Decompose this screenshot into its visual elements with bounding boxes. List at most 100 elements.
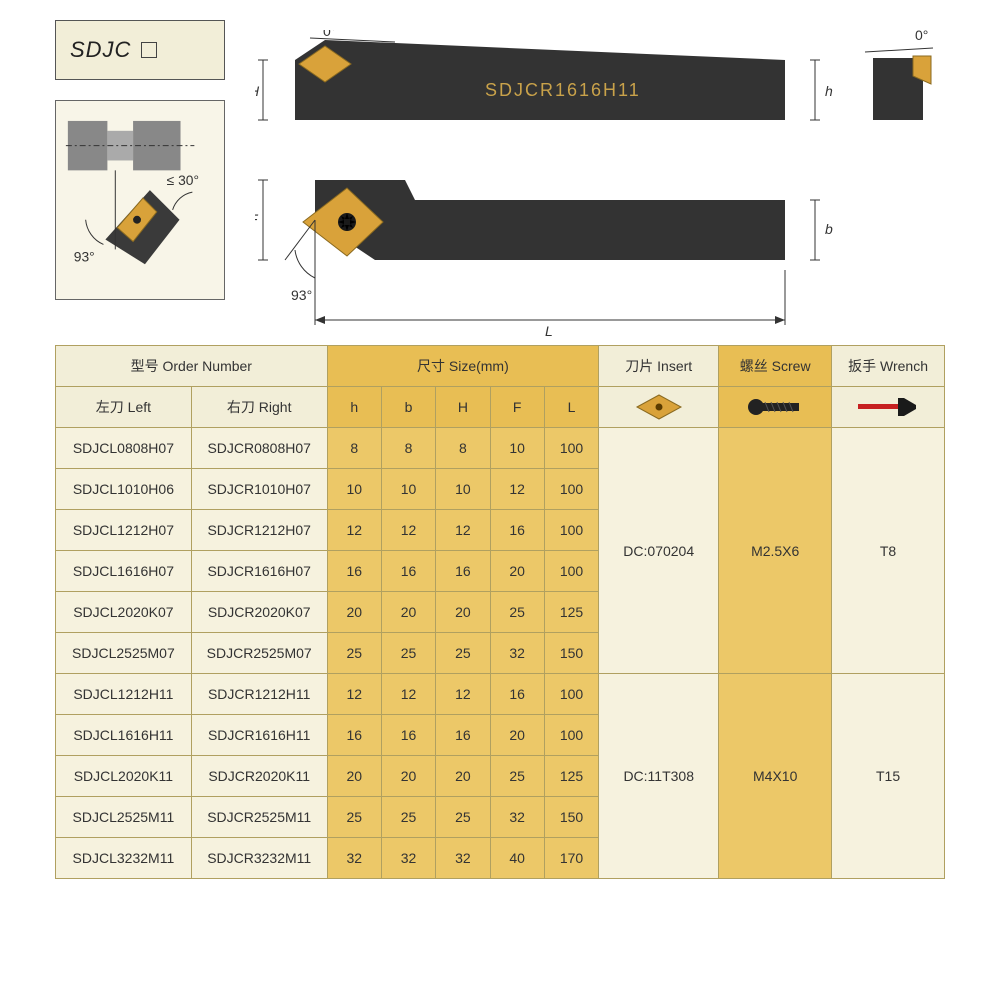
hdr-wrench-icon bbox=[832, 387, 945, 428]
dim-h: h bbox=[825, 83, 833, 99]
hdr-L: L bbox=[544, 387, 598, 428]
table-cell: 25 bbox=[327, 797, 381, 838]
table-cell: 32 bbox=[327, 838, 381, 879]
diagram-area: SDJC 93° ≤ 30° H bbox=[55, 20, 945, 340]
dim-F: F bbox=[255, 211, 259, 227]
table-cell: SDJCL2525M11 bbox=[56, 797, 192, 838]
table-cell: 100 bbox=[544, 551, 598, 592]
table-cell: 100 bbox=[544, 674, 598, 715]
hdr-size: 尺寸 Size(mm) bbox=[327, 346, 599, 387]
table-cell: 8 bbox=[327, 428, 381, 469]
table-cell: 125 bbox=[544, 756, 598, 797]
hdr-wrench: 扳手 Wrench bbox=[832, 346, 945, 387]
screw-icon bbox=[747, 396, 803, 418]
table-cell: 32 bbox=[490, 797, 544, 838]
table-cell: 16 bbox=[327, 715, 381, 756]
table-cell: 32 bbox=[381, 838, 435, 879]
table-cell: 12 bbox=[381, 510, 435, 551]
product-title-box: SDJC bbox=[55, 20, 225, 80]
table-cell: 40 bbox=[490, 838, 544, 879]
table-cell: SDJCR2020K11 bbox=[191, 756, 327, 797]
insert-cell: DC:070204 bbox=[599, 428, 719, 674]
table-cell: SDJCL2020K11 bbox=[56, 756, 192, 797]
dim-L: L bbox=[545, 323, 553, 339]
table-cell: 12 bbox=[490, 469, 544, 510]
table-cell: 8 bbox=[436, 428, 490, 469]
table-cell: SDJCL3232M11 bbox=[56, 838, 192, 879]
table-cell: SDJCR1616H07 bbox=[191, 551, 327, 592]
insert-icon bbox=[633, 393, 685, 421]
table-cell: SDJCL1616H07 bbox=[56, 551, 192, 592]
table-cell: 12 bbox=[327, 674, 381, 715]
table-cell: 12 bbox=[381, 674, 435, 715]
hdr-left: 左刀 Left bbox=[56, 387, 192, 428]
table-cell: SDJCR1212H11 bbox=[191, 674, 327, 715]
tool-top-view: F 93° b bbox=[255, 160, 895, 340]
table-cell: 20 bbox=[381, 756, 435, 797]
table-cell: SDJCL2020K07 bbox=[56, 592, 192, 633]
table-cell: SDJCL1616H11 bbox=[56, 715, 192, 756]
angle-30: ≤ 30° bbox=[167, 172, 199, 188]
angle-0-left: 0° bbox=[323, 30, 336, 39]
table-cell: 32 bbox=[490, 633, 544, 674]
hdr-right: 右刀 Right bbox=[191, 387, 327, 428]
table-cell: 25 bbox=[490, 592, 544, 633]
tool-end-view: 0° bbox=[855, 30, 955, 140]
table-cell: 20 bbox=[436, 756, 490, 797]
table-cell: 150 bbox=[544, 633, 598, 674]
angle-93: 93° bbox=[74, 248, 95, 264]
dim-b: b bbox=[825, 221, 833, 237]
table-cell: 16 bbox=[490, 674, 544, 715]
table-cell: SDJCL0808H07 bbox=[56, 428, 192, 469]
table-cell: SDJCR1010H07 bbox=[191, 469, 327, 510]
dim-H: H bbox=[255, 83, 260, 99]
table-cell: 25 bbox=[381, 633, 435, 674]
table-cell: SDJCR2525M11 bbox=[191, 797, 327, 838]
table-cell: 125 bbox=[544, 592, 598, 633]
hdr-F: F bbox=[490, 387, 544, 428]
table-cell: 16 bbox=[490, 510, 544, 551]
table-cell: 16 bbox=[381, 715, 435, 756]
table-cell: 20 bbox=[436, 592, 490, 633]
hdr-H2: H bbox=[436, 387, 490, 428]
tool-side-view: H SDJCR1616H11 0° h bbox=[255, 30, 895, 140]
table-cell: SDJCL1212H11 bbox=[56, 674, 192, 715]
schematic-drawing: 93° ≤ 30° bbox=[55, 100, 225, 300]
table-cell: 20 bbox=[490, 715, 544, 756]
table-cell: SDJCR0808H07 bbox=[191, 428, 327, 469]
hdr-order-number: 型号 Order Number bbox=[56, 346, 328, 387]
table-cell: 16 bbox=[436, 551, 490, 592]
wrench-cell: T15 bbox=[832, 674, 945, 879]
table-cell: 20 bbox=[490, 551, 544, 592]
table-cell: 170 bbox=[544, 838, 598, 879]
table-cell: 16 bbox=[381, 551, 435, 592]
hdr-b: b bbox=[381, 387, 435, 428]
table-cell: SDJCR1616H11 bbox=[191, 715, 327, 756]
table-row: SDJCL1212H11SDJCR1212H1112121216100DC:11… bbox=[56, 674, 945, 715]
table-cell: 32 bbox=[436, 838, 490, 879]
table-cell: 12 bbox=[436, 510, 490, 551]
table-cell: 100 bbox=[544, 715, 598, 756]
table-cell: 10 bbox=[490, 428, 544, 469]
table-cell: 100 bbox=[544, 510, 598, 551]
table-cell: 25 bbox=[327, 633, 381, 674]
screw-cell: M2.5X6 bbox=[719, 428, 832, 674]
table-cell: SDJCR2525M07 bbox=[191, 633, 327, 674]
tool-model-text: SDJCR1616H11 bbox=[485, 80, 641, 100]
angle-0-right: 0° bbox=[915, 30, 928, 43]
hdr-insert-icon bbox=[599, 387, 719, 428]
table-cell: 12 bbox=[436, 674, 490, 715]
table-cell: 10 bbox=[381, 469, 435, 510]
table-cell: 20 bbox=[327, 592, 381, 633]
table-row: SDJCL0808H07SDJCR0808H0788810100DC:07020… bbox=[56, 428, 945, 469]
table-cell: 20 bbox=[327, 756, 381, 797]
table-cell: SDJCR1212H07 bbox=[191, 510, 327, 551]
table-cell: SDJCL1212H07 bbox=[56, 510, 192, 551]
hdr-insert: 刀片 Insert bbox=[599, 346, 719, 387]
table-cell: 100 bbox=[544, 469, 598, 510]
hdr-screw-icon bbox=[719, 387, 832, 428]
wrench-icon bbox=[856, 395, 920, 419]
hdr-h: h bbox=[327, 387, 381, 428]
table-cell: 25 bbox=[381, 797, 435, 838]
table-cell: 16 bbox=[436, 715, 490, 756]
